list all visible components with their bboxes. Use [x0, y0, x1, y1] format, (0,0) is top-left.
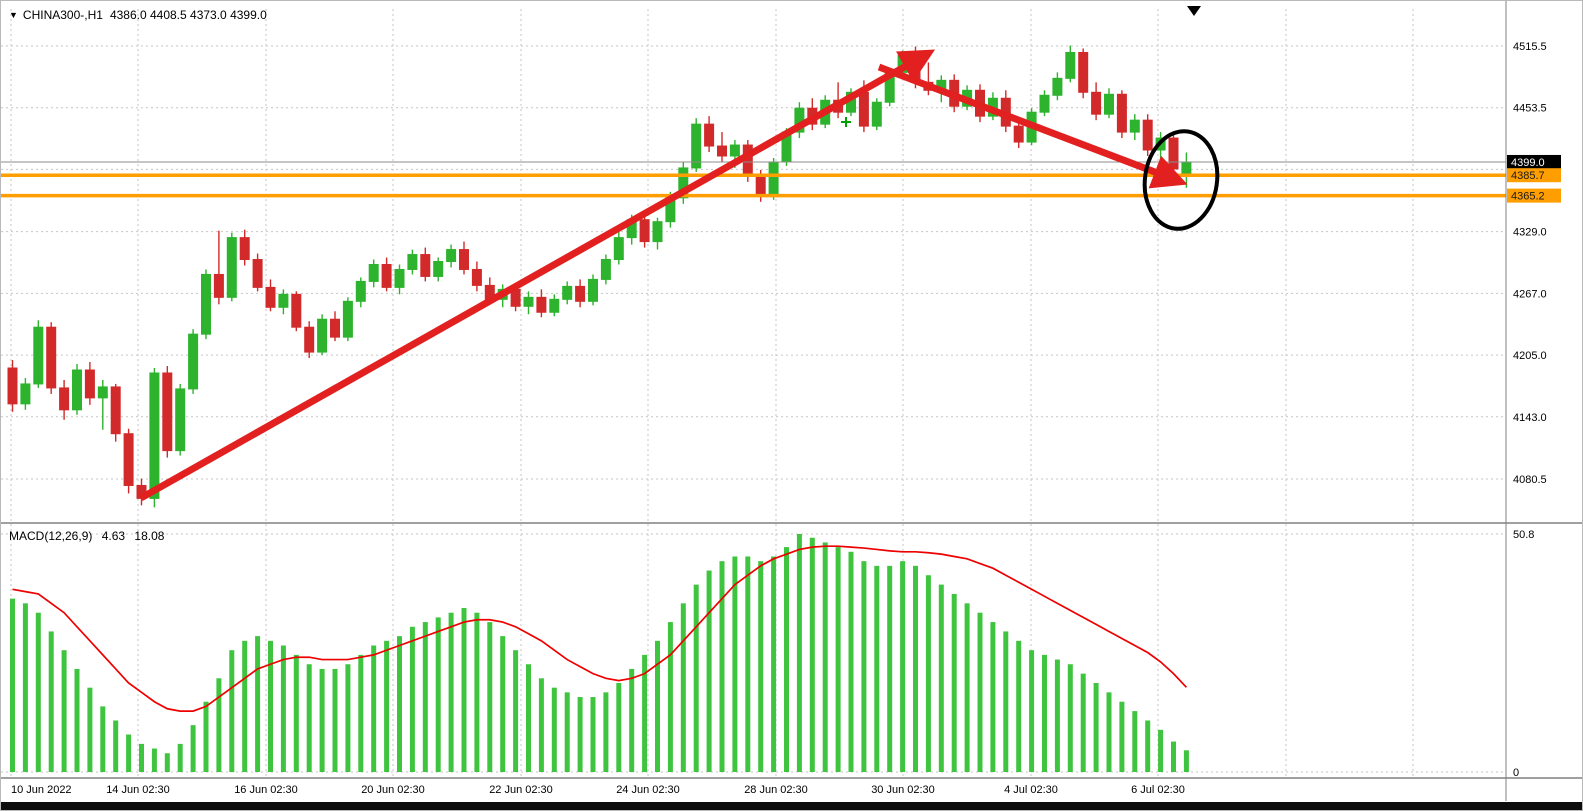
highlight-ellipse[interactable] — [1139, 126, 1224, 233]
chart-shift-marker-icon[interactable] — [1187, 6, 1201, 16]
macd-axis-label: 0 — [1513, 767, 1519, 779]
trend-arrow[interactable] — [139, 49, 936, 502]
time-axis-label: 22 Jun 02:30 — [489, 784, 553, 796]
hline-price-tag — [1507, 168, 1561, 183]
price-tag-label: 4399.0 — [1511, 157, 1545, 169]
price-axis-label: 4205.0 — [1513, 350, 1547, 362]
symbol-dropdown-icon[interactable]: ▼ — [9, 9, 18, 20]
macd-signal-line — [12, 545, 1188, 712]
bottom-edge-bar — [1, 802, 1582, 810]
price-tag-label: 4365.2 — [1511, 191, 1545, 203]
price-axis-label: 4143.0 — [1513, 412, 1547, 424]
macd-histogram — [10, 534, 1189, 772]
price-axis-label: 4080.5 — [1513, 474, 1547, 486]
plus-marker-icon — [841, 117, 851, 127]
price-axis-label: 4453.5 — [1513, 103, 1547, 115]
time-axis-label: 6 Jul 02:30 — [1131, 784, 1185, 796]
trend-arrow[interactable] — [877, 63, 1188, 189]
time-axis-label: 20 Jun 02:30 — [361, 784, 425, 796]
macd-axis-label: 50.8 — [1513, 529, 1534, 541]
symbol-period-label: CHINA300-,H1 — [22, 8, 103, 22]
macd-indicator-label: MACD(12,26,9) 4.63 18.08 — [9, 529, 170, 543]
price-tag-label: 4385.7 — [1511, 170, 1545, 182]
ohlc-values: 4386.0 4408.5 4373.0 4399.0 — [109, 8, 267, 22]
time-axis-label: 30 Jun 02:30 — [871, 784, 935, 796]
price-axis-label: 4515.5 — [1513, 41, 1547, 53]
chart-title: ▼ CHINA300-,H1 4386.0 4408.5 4373.0 4399… — [9, 8, 267, 22]
time-axis-label: 14 Jun 02:30 — [106, 784, 170, 796]
time-axis-label: 24 Jun 02:30 — [616, 784, 680, 796]
macd-value: 4.63 — [101, 529, 126, 543]
time-axis-label: 28 Jun 02:30 — [744, 784, 808, 796]
grid-layer — [1, 9, 1506, 777]
price-axis-label: 4329.0 — [1513, 227, 1547, 239]
time-axis-label: 4 Jul 02:30 — [1004, 784, 1058, 796]
price-axis-label: 4267.0 — [1513, 288, 1547, 300]
time-axis-label: 10 Jun 2022 — [11, 784, 72, 796]
time-axis-label: 16 Jun 02:30 — [234, 784, 298, 796]
macd-signal-value: 18.08 — [134, 529, 165, 543]
hline-price-tag — [1507, 188, 1561, 203]
current-price-tag — [1507, 154, 1561, 169]
macd-name: MACD(12,26,9) — [9, 529, 93, 543]
